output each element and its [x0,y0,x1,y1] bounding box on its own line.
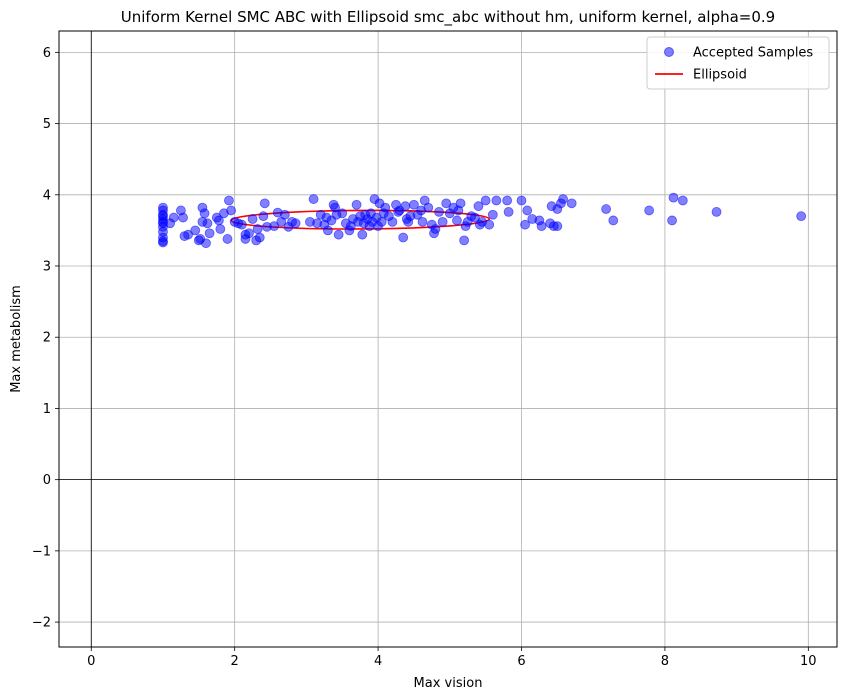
data-point [215,224,226,234]
data-point [199,208,210,219]
data-point [226,205,236,216]
y-tick-label: −2 [32,616,51,631]
data-point [558,194,568,204]
plot-frame [58,30,838,648]
data-point [380,202,391,213]
data-point [279,209,290,220]
data-point [644,205,655,216]
ticks: 0 2 4 6 8 10 −2 −1 0 1 2 3 4 5 6 [32,46,817,669]
data-point [536,221,547,232]
data-point [608,215,619,226]
data-point [168,212,179,223]
data-point [502,195,513,206]
y-tick-label: 5 [43,117,51,132]
data-point [487,209,498,220]
data-point [254,232,265,243]
legend-marker-accepted-samples [664,47,674,57]
grid [59,31,837,647]
data-point [351,199,362,210]
data-point [158,202,168,213]
data-point [473,201,484,212]
points-layer [158,192,807,249]
data-point [711,206,722,217]
data-point [158,236,168,246]
data-point [244,228,254,239]
data-point [290,218,301,229]
data-point [480,195,491,206]
data-point [677,195,688,206]
x-tick-label: 6 [517,654,525,669]
data-point [503,206,514,217]
data-point [398,232,409,243]
chart-title: Uniform Kernel SMC ABC with Ellipsoid sm… [121,8,775,27]
data-point [224,195,234,206]
legend-box [646,36,830,90]
y-tick-label: 3 [43,260,51,275]
y-tick-label: 1 [43,402,51,417]
data-point [409,199,419,210]
data-point [204,228,215,239]
data-point [522,205,533,216]
x-tick-label: 8 [661,654,669,669]
x-tick-label: 4 [374,654,382,669]
legend-label-accepted-samples: Accepted Samples [693,46,813,61]
legend-label-ellipsoid: Ellipsoid [693,68,747,83]
data-point [247,214,258,224]
data-point [430,224,441,234]
y-tick-label: 4 [43,188,51,203]
data-point [520,219,530,230]
data-point [337,208,348,219]
y-tick-label: 0 [43,473,51,488]
data-point [190,225,201,236]
x-tick-label: 10 [800,654,817,669]
data-point [158,211,168,222]
data-point [308,194,319,204]
data-point [491,195,502,206]
y-tick-label: 6 [43,46,51,61]
data-point [434,206,444,217]
data-point [566,198,577,209]
data-point [796,211,807,222]
y-tick-label: −1 [32,544,51,559]
data-point [452,215,462,226]
data-point [222,234,233,244]
y-tick-label: 2 [43,331,51,346]
data-point [258,211,269,222]
data-point [259,198,270,209]
data-point [269,221,280,232]
data-point [387,216,398,227]
data-point [667,215,677,226]
data-point [322,225,333,236]
data-point [459,235,470,246]
x-tick-label: 2 [231,654,239,669]
data-point [469,212,480,223]
data-point [236,219,247,230]
data-point [252,224,263,234]
data-point [201,238,211,249]
data-point [202,218,213,229]
data-point [357,229,368,240]
data-point [601,204,612,214]
data-point [178,212,188,223]
data-point [552,221,563,232]
data-point [437,216,448,227]
x-tick-label: 0 [87,654,95,669]
data-point [423,202,434,213]
data-point [668,192,679,203]
data-point [400,201,411,212]
data-point [183,229,193,240]
data-point [516,195,527,206]
data-point [455,198,466,209]
legend: Accepted Samples Ellipsoid [646,36,830,90]
data-point [441,198,452,209]
data-point [333,229,344,240]
data-point [484,219,495,230]
y-axis-label: Max metabolism [9,285,24,393]
data-point [417,216,428,227]
x-axis-label: Max vision [414,676,483,691]
